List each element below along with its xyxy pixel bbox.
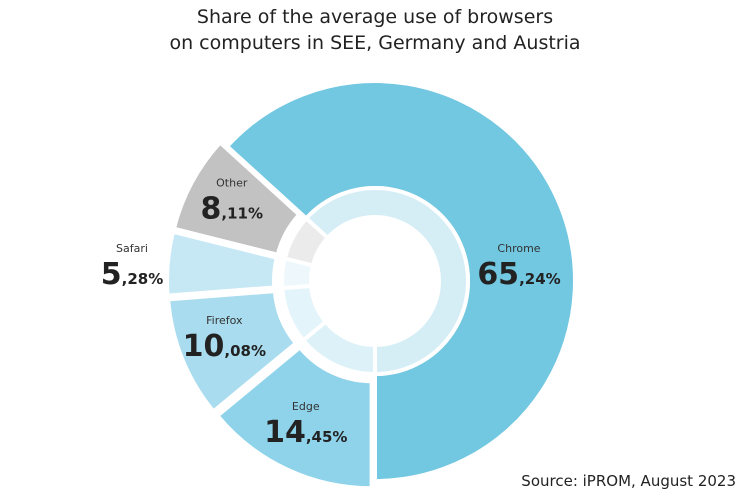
slice-label-firefox: Firefox [206,314,243,327]
slice-firefox [166,288,299,415]
source-note: Source: iPROM, August 2023 [521,472,736,490]
slice-label-safari: Safari [116,242,148,255]
chart-title-line-1: Share of the average use of browsers [196,6,554,28]
slice-label-edge: Edge [292,400,320,413]
slice-value-other: 8,11% [201,191,263,226]
slice-value-firefox: 10,08% [183,329,266,364]
slice-value-edge: 14,45% [264,415,347,450]
slice-edge [214,344,374,491]
slice-value-safari: 5,28% [101,257,163,292]
chart-title-line-2: on computers in SEE, Germany and Austria [169,32,581,54]
inner-ring [280,186,470,377]
slice-label-chrome: Chrome [497,242,540,255]
slice-labels: Chrome 65,24% Edge 14,45% Firefox 10,08% Safar… [101,176,561,450]
slice-safari [165,229,280,298]
slice-label-other: Other [216,176,248,189]
donut-hole [311,217,439,345]
slice-other [171,139,303,258]
chart-title: Share of the average use of browsers on … [0,4,750,56]
slice-value-chrome: 65,24% [477,257,560,292]
